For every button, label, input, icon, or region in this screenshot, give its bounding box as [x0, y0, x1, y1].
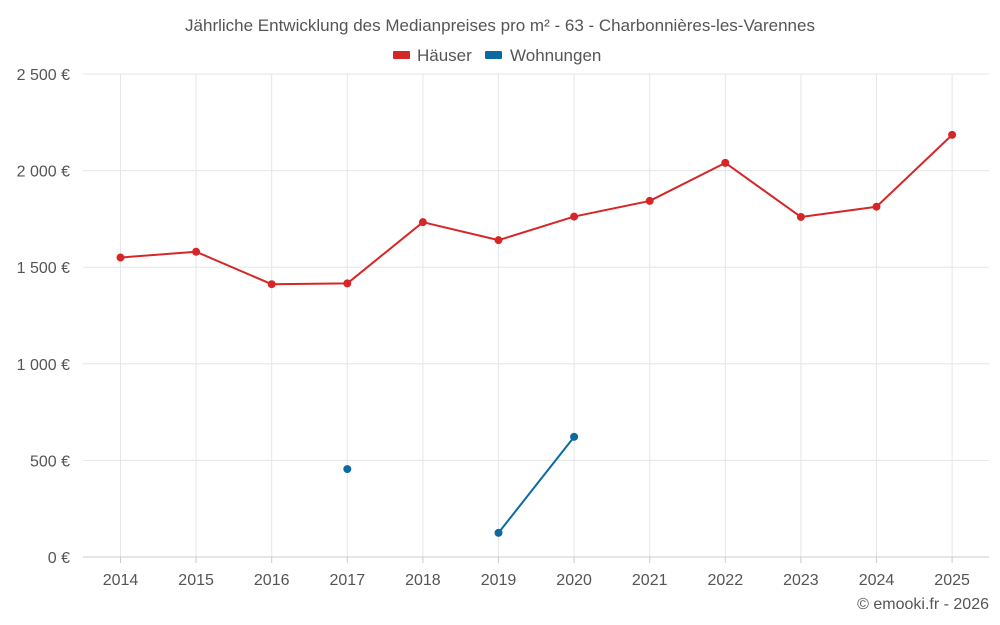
x-tick-label: 2016: [254, 572, 290, 589]
x-tick-label: 2025: [934, 572, 970, 589]
data-point-haeuser[interactable]: [872, 202, 881, 211]
series: [116, 130, 957, 537]
data-point-haeuser[interactable]: [267, 280, 276, 289]
series-line-haeuser: [120, 134, 953, 286]
data-point-haeuser[interactable]: [645, 196, 654, 205]
data-point-haeuser[interactable]: [418, 218, 427, 227]
data-point-haeuser[interactable]: [948, 130, 957, 139]
legend-label-wohnungen: Wohnungen: [510, 46, 601, 65]
data-point-wohnungen[interactable]: [570, 432, 579, 441]
y-tick-label: 2 500 €: [17, 67, 70, 84]
legend: Häuser Wohnungen: [393, 46, 601, 65]
data-point-haeuser[interactable]: [721, 158, 730, 167]
legend-swatch-wohnungen: [485, 51, 502, 59]
y-axis: 0 € 500 € 1 000 € 1 500 € 2 000 € 2 500 €: [17, 67, 70, 567]
data-point-wohnungen[interactable]: [343, 465, 352, 474]
x-tick-label: 2020: [556, 572, 592, 589]
x-tick-label: 2021: [632, 572, 668, 589]
x-tick-label: 2015: [178, 572, 214, 589]
y-tick-label: 0 €: [48, 550, 70, 567]
data-point-haeuser[interactable]: [116, 253, 125, 262]
series-wohnungen: [343, 432, 579, 537]
data-point-haeuser[interactable]: [796, 212, 805, 221]
x-tick-label: 2022: [708, 572, 744, 589]
x-tick-label: 2024: [859, 572, 895, 589]
data-point-haeuser[interactable]: [570, 212, 579, 221]
credit: © emooki.fr - 2026: [857, 596, 989, 613]
x-tick-label: 2014: [103, 572, 139, 589]
x-tick-label: 2018: [405, 572, 441, 589]
data-point-haeuser[interactable]: [192, 247, 201, 256]
legend-swatch-haeuser: [393, 51, 410, 59]
data-point-haeuser[interactable]: [343, 279, 352, 288]
data-point-haeuser[interactable]: [494, 236, 503, 245]
x-tick-label: 2017: [330, 572, 366, 589]
x-axis: 2014 2015 2016 2017 2018 2019 2020 2021 2022 2023…: [83, 556, 989, 589]
y-tick-label: 500 €: [30, 453, 70, 470]
series-line-wohnungen: [497, 436, 575, 534]
chart-title: Jährliche Entwicklung des Medianpreises …: [185, 16, 815, 35]
data-point-wohnungen[interactable]: [494, 528, 503, 537]
legend-label-haeuser: Häuser: [417, 46, 472, 65]
y-tick-label: 2 000 €: [17, 164, 70, 181]
y-tick-label: 1 500 €: [17, 260, 70, 277]
legend-item-wohnungen[interactable]: Wohnungen: [485, 46, 601, 65]
x-tick-label: 2023: [783, 572, 819, 589]
series-haeuser: [116, 130, 957, 289]
x-tick-label: 2019: [481, 572, 517, 589]
y-tick-label: 1 000 €: [17, 357, 70, 374]
legend-item-haeuser[interactable]: Häuser: [393, 46, 472, 65]
